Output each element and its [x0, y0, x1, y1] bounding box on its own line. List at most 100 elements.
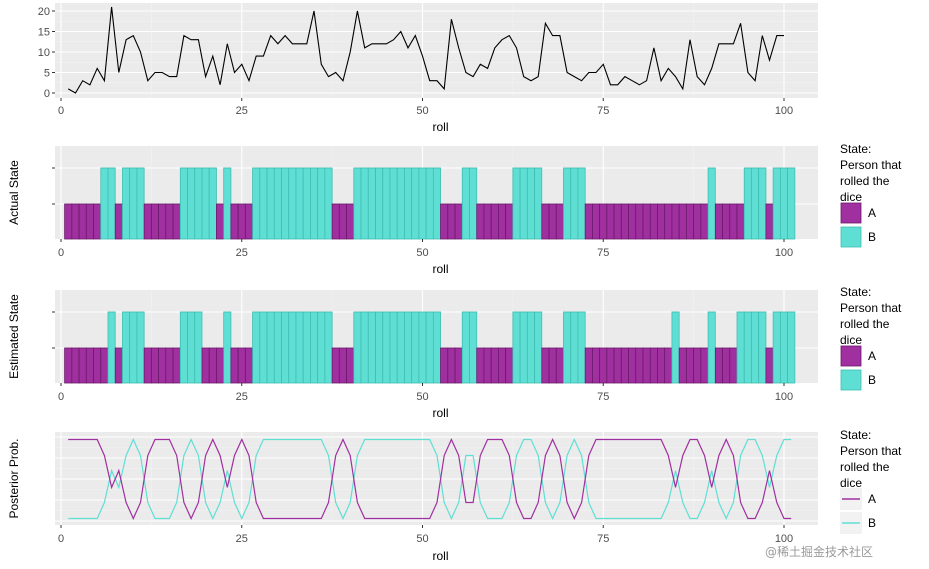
estimated-state-bar-13	[150, 347, 160, 384]
actual-state-bar-67	[541, 203, 550, 240]
estimated-state-bar-92	[722, 347, 731, 384]
estimated-state-bar-7	[107, 311, 116, 384]
estimated-state-bar-80	[635, 347, 644, 384]
actual-state-bar-78	[620, 203, 629, 240]
estimated-state-bar-18	[187, 311, 196, 384]
panel-2-x-tick-label: 100	[775, 247, 793, 259]
estimated-state-bar-53	[440, 347, 449, 384]
actual-state-bar-73	[584, 203, 593, 240]
panel-2-x-tick-label: 0	[58, 247, 64, 259]
panel-1-y-tick-label: 5	[44, 68, 50, 80]
estimated-state-bar-22	[216, 347, 225, 384]
estimated-state-bar-26	[244, 347, 253, 384]
estimated-state-bar-65	[526, 311, 535, 384]
panel-4-x-tick-label: 25	[236, 533, 248, 545]
actual-state-bar-1	[64, 203, 73, 240]
estimated-state-bar-72	[577, 311, 586, 384]
actual-state-bar-17	[179, 167, 188, 240]
estimated-state-bar-60	[490, 347, 499, 384]
actual-state-bar-100	[779, 167, 789, 240]
estimated-state-bar-68	[548, 347, 557, 384]
actual-state-bar-32	[288, 167, 297, 240]
actual-state-bar-25	[237, 203, 246, 240]
estimated-state-bar-62	[505, 347, 514, 384]
estimated-state-bar-75	[599, 347, 608, 384]
estimated-state-bar-79	[628, 347, 637, 384]
estimated-state-bar-43	[367, 311, 376, 384]
panel-2-x-tick-label: 25	[236, 247, 248, 259]
actual-state-bar-91	[714, 203, 723, 240]
estimated-state-bar-38	[331, 347, 340, 384]
actual-state-bar-62	[505, 203, 514, 240]
panel-1-x-tick-label: 75	[597, 105, 609, 117]
actual-state-bar-77	[613, 203, 622, 240]
actual-state-bar-41	[353, 167, 362, 240]
estimated-state-bar-48	[404, 311, 413, 384]
actual-state-bar-30	[273, 167, 282, 240]
actual-state-bar-98	[765, 203, 774, 240]
actual-state-bar-74	[592, 203, 601, 240]
estimated-state-bar-11	[136, 311, 145, 384]
estimated-state-bar-15	[165, 347, 174, 384]
legend-1-title-line: Person that	[840, 158, 902, 172]
actual-state-bar-5	[93, 203, 102, 240]
estimated-state-bar-30	[273, 311, 282, 384]
estimated-state-bar-67	[541, 347, 550, 384]
actual-state-bar-12	[143, 203, 152, 240]
actual-state-bar-81	[642, 203, 651, 240]
dice-roll-series-line	[67, 6, 784, 94]
actual-state-bar-71	[570, 167, 579, 240]
actual-state-bar-11	[136, 167, 145, 240]
estimated-state-bar-85	[671, 311, 680, 384]
legend-2-key-b-label: B	[868, 373, 876, 387]
estimated-state-bar-101	[787, 311, 796, 384]
actual-state-bar-44	[375, 167, 384, 240]
estimated-state-bar-14	[158, 347, 167, 384]
estimated-state-bar-25	[237, 347, 246, 384]
actual-state-bar-80	[635, 203, 644, 240]
actual-state-bar-95	[743, 167, 752, 240]
estimated-state-bar-64	[519, 311, 528, 384]
estimated-state-bar-23	[223, 311, 232, 384]
estimated-state-bar-24	[230, 347, 239, 384]
estimated-state-bar-70	[563, 311, 572, 384]
actual-state-bar-6	[100, 167, 109, 240]
actual-state-bar-83	[657, 203, 666, 240]
actual-state-bar-54	[447, 203, 456, 240]
panel-1-x-axis-title: roll	[432, 120, 448, 134]
estimated-state-bar-41	[353, 311, 362, 384]
estimated-state-bar-58	[476, 347, 485, 384]
actual-state-bar-33	[295, 167, 304, 240]
actual-state-bar-88	[693, 203, 702, 240]
actual-state-bar-63	[512, 167, 521, 240]
actual-state-bar-10	[129, 167, 138, 240]
estimated-state-bar-3	[78, 347, 87, 384]
legend-1-key-b-swatch	[840, 226, 862, 248]
actual-state-bar-96	[751, 167, 760, 240]
estimated-state-bar-29	[266, 311, 275, 384]
estimated-state-bar-8	[114, 347, 123, 384]
actual-state-bar-72	[577, 167, 586, 240]
actual-state-bar-56	[461, 167, 470, 240]
actual-state-bar-52	[432, 167, 441, 240]
actual-state-bar-87	[685, 203, 695, 240]
estimated-state-bar-91	[714, 347, 723, 384]
actual-state-bar-86	[678, 203, 687, 240]
panel-3-x-axis-title: roll	[432, 406, 448, 420]
actual-state-bar-9	[122, 167, 131, 240]
panel-2-y-axis-title: Actual State	[7, 160, 21, 225]
actual-state-bar-59	[483, 203, 492, 240]
estimated-state-bar-69	[555, 347, 564, 384]
panel-4-x-tick-label: 100	[775, 533, 793, 545]
estimated-state-bar-74	[592, 347, 601, 384]
panel-2-x-tick-label: 75	[597, 247, 609, 259]
actual-state-bar-22	[216, 203, 225, 240]
actual-state-bar-64	[519, 167, 528, 240]
legend-3-title-line: dice	[840, 476, 862, 490]
estimated-state-bar-40	[346, 347, 355, 384]
estimated-state-bar-16	[172, 347, 181, 384]
actual-state-bar-7	[107, 167, 116, 240]
actual-state-bar-13	[150, 203, 160, 240]
actual-state-bar-55	[454, 203, 463, 240]
